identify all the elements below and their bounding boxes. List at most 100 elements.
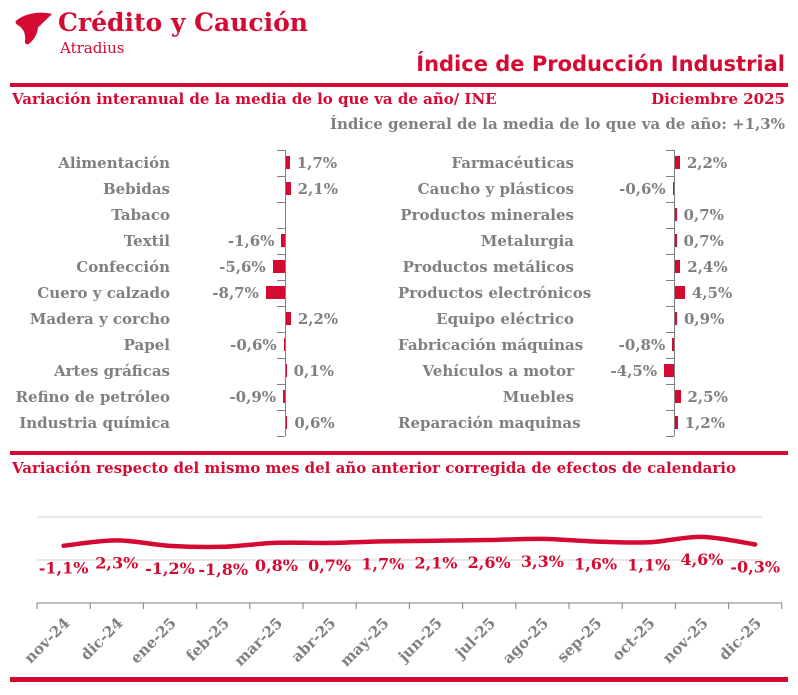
month-label: mar-25 [231,614,287,670]
logo: Crédito y Caución Atradius [14,6,308,61]
month-label: ene-25 [127,614,180,667]
axis-tick [666,254,674,255]
category-label: Textil [123,232,170,250]
trend-value-label: 4,6% [680,550,723,569]
bar-value-label: -0,8% [618,336,666,354]
category-label: Fabricación máquinas [398,336,584,354]
category-label: Productos electrónicos [398,284,592,302]
bar-value-label: 2,1% [297,180,338,198]
axis-tick [277,436,285,437]
bar-row: Productos metálicos 2,4% [398,254,798,280]
bar-value-label: 2,2% [297,310,339,328]
bar-value-label: -0,6% [619,180,666,198]
month-label: nov-24 [21,614,74,667]
bar-value-label: 0,9% [683,310,725,328]
category-label: Caucho y plásticos [417,180,574,198]
bar-value-label: -8,7% [212,284,259,302]
category-label: Bebidas [102,180,170,198]
category-label: Productos minerales [400,206,574,224]
trend-value-label: 3,3% [521,552,564,571]
axis-tick [666,228,674,229]
axis-tick [666,410,674,411]
axis-tick [666,332,674,333]
category-label: Metalurgia [480,232,574,250]
bar-row: Productos minerales 0,7% [398,202,798,228]
bar [281,234,285,247]
bar-value-label: 0,7% [683,232,724,250]
bar [675,156,680,169]
category-label: Refino de petróleo [15,388,170,406]
bar-value-label: 1,2% [684,414,725,432]
category-label: Productos metálicos [402,258,574,276]
bar [675,416,678,429]
bar [283,338,285,351]
trend-value-label: 0,7% [308,556,351,575]
bar [672,182,674,195]
bar [675,234,677,247]
bar-chart-right: Farmacéuticas 2,2% Caucho y plásticos -0,6%… [398,150,798,440]
bar-value-label: -0,9% [229,388,277,406]
section2-subtitle: Variación respecto del mismo mes del año… [12,459,736,477]
logo-subtitle: Atradius [60,39,125,57]
month-label: feb-25 [182,614,233,665]
general-index-value: Índice general de la media de lo que va … [329,115,785,133]
bar-row: Refino de petróleo -0,9% [0,384,398,410]
bar-row: Madera y corcho 2,2% [0,306,398,332]
axis-tick [666,150,674,151]
axis-tick [277,306,285,307]
bar [675,286,685,299]
category-label: Vehículos a motor [422,362,574,380]
bar [675,260,681,273]
axis-tick [277,150,285,151]
axis-tick [277,358,285,359]
bar-value-label: -5,6% [219,258,266,276]
bar [283,390,285,403]
bar-row: Papel -0,6% [0,332,398,358]
trend-value-label: 1,6% [574,555,617,574]
axis-tick [666,176,674,177]
month-label: ago-25 [499,614,552,667]
bar-value-label: 0,7% [683,206,724,224]
month-label: nov-25 [659,614,712,667]
bar-row: Fabricación máquinas -0,8% [398,332,798,358]
bar [272,260,285,273]
bar-row: Caucho y plásticos -0,6% [398,176,798,202]
section1-subtitle: Variación interanual de la media de lo q… [12,90,497,108]
axis-tick [277,228,285,229]
category-label: Papel [123,336,170,354]
bar-row: Tabaco [0,202,398,228]
bar-row: Vehículos a motor -4,5% [398,358,798,384]
bar [675,390,681,403]
trend-value-label: 2,6% [468,553,511,572]
logo-title: Crédito y Caución [58,8,308,37]
bar-value-label: 2,4% [687,258,728,276]
bar-row: Productos electrónicos 4,5% [398,280,798,306]
month-label: jul-25 [450,614,499,663]
trend-value-label: 0,8% [255,556,298,575]
axis-tick [666,280,674,281]
category-label: Alimentación [58,154,170,172]
date-label: Diciembre 2025 [651,90,785,108]
category-label: Industria química [19,414,170,432]
category-label: Muebles [502,388,574,406]
bar [286,312,291,325]
trend-value-label: 1,7% [361,554,404,573]
bar-row: Artes gráficas 0,1% [0,358,398,384]
trend-line-chart: -1,1% 2,3% -1,2% -1,8% 0,8% 0,7% 1,7% 2,1% 2,6% 3… [21,516,783,670]
axis-tick [277,176,285,177]
month-label: sep-25 [553,614,605,666]
bar-value-label: 2,5% [687,388,728,406]
axis-tick [666,384,674,385]
category-axis [285,150,286,436]
bar-row: Muebles 2,5% [398,384,798,410]
category-label: Artes gráficas [54,362,170,380]
month-label: may-25 [336,614,392,670]
bar [286,416,288,429]
bar [672,338,674,351]
axis-tick [277,410,285,411]
bar [265,286,285,299]
trend-line [61,534,758,550]
trend-value-label: 2,3% [95,553,138,572]
bar-row: Industria química 0,6% [0,410,398,436]
month-label: abr-25 [288,614,340,666]
